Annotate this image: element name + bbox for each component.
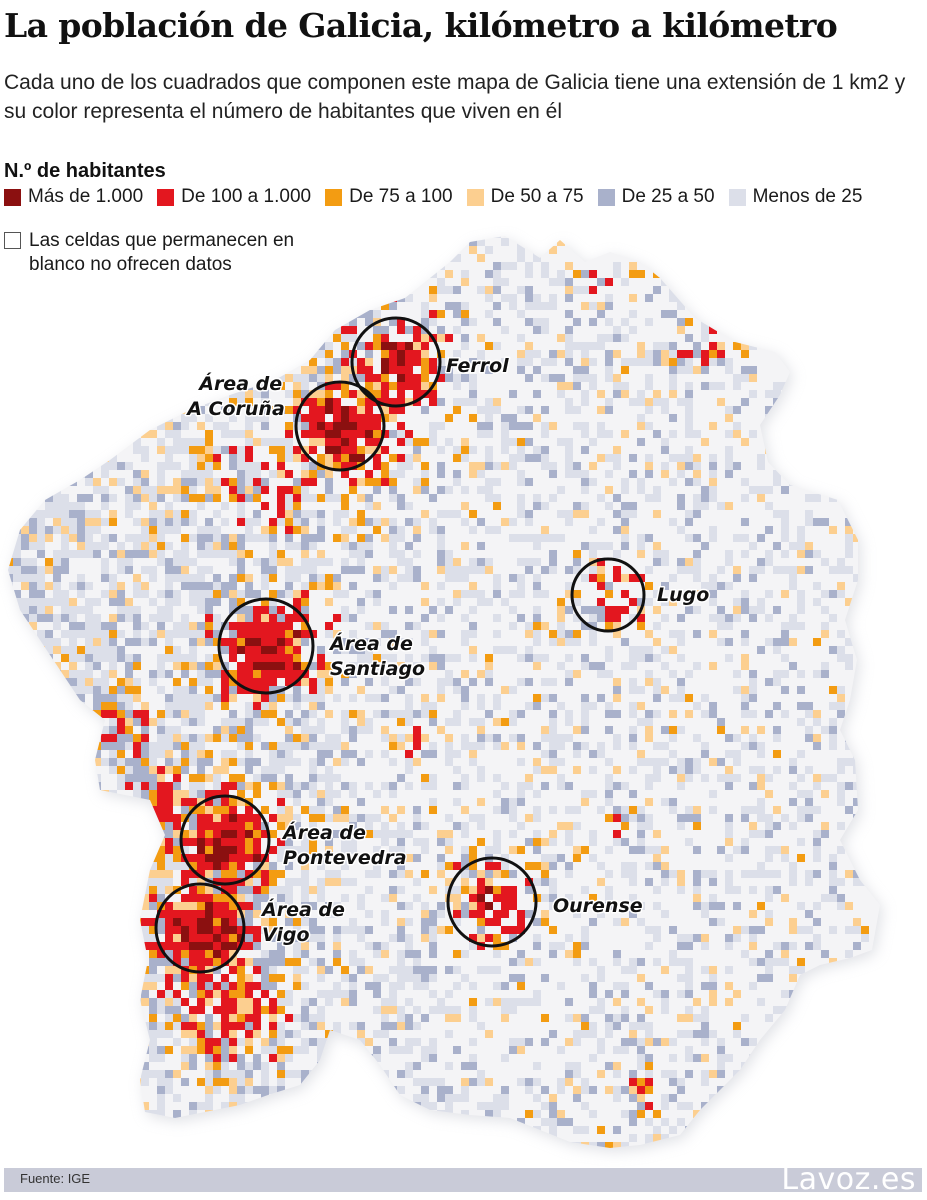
legend-title: N.º de habitantes [4, 160, 166, 182]
page-title: La población de Galicia, kilómetro a kil… [4, 6, 838, 45]
city-markers: Ferrol Área de A Coruña Lugo Área de San… [154, 316, 711, 974]
legend-swatch [597, 188, 615, 206]
legend-label: Más de 1.000 [28, 186, 144, 207]
legend-item-25-50: De 25 a 50 [597, 186, 715, 208]
city-label-pontevedra: Área de Pontevedra [281, 821, 407, 869]
legend-item-100-1000: De 100 a 1.000 [157, 186, 311, 208]
legend-swatch [728, 188, 746, 206]
legend-item-75-100: De 75 a 100 [325, 186, 453, 208]
city-label-ferrol: Ferrol [446, 355, 509, 377]
city-label-coruna-line1: Área de [197, 372, 282, 395]
page-subtitle: Cada uno de los cuadrados que componen e… [4, 71, 906, 123]
legend-item-more-1000: Más de 1.000 [4, 186, 143, 208]
footer-bar: Fuente: IGE Lavoz.es [4, 1162, 922, 1197]
city-label-vigo-line2: Vigo [262, 924, 310, 946]
legend-swatch [325, 188, 343, 206]
circle-lugo [570, 557, 646, 633]
legend-label: De 75 a 100 [349, 186, 453, 207]
legend-label: De 50 a 75 [490, 186, 584, 207]
source-note: Fuente: IGE [20, 1171, 91, 1186]
circle-vigo [154, 882, 246, 974]
brand-logo: Lavoz.es [781, 1162, 916, 1197]
circle-coruna [294, 380, 386, 472]
city-label-santiago-line2: Santiago [330, 658, 425, 680]
city-label-coruna-line2: A Coruña [185, 398, 285, 420]
legend-item-less-25: Menos de 25 [728, 186, 863, 208]
legend-no-data-label: Las celdas que permanecen en blanco no o… [29, 230, 295, 275]
legend-label: Menos de 25 [752, 186, 863, 207]
legend-label: De 25 a 50 [621, 186, 715, 207]
circle-ferrol [350, 316, 442, 408]
city-label-vigo: Área de Vigo [260, 898, 352, 946]
legend-swatch [4, 188, 21, 206]
circle-ourense [446, 856, 538, 948]
city-label-vigo-line1: Área de [260, 898, 345, 921]
circle-santiago [217, 597, 315, 695]
legend-item-50-75: De 50 a 75 [466, 186, 584, 208]
legend-swatch [466, 188, 484, 206]
city-label-santiago-line1: Área de [328, 632, 413, 655]
legend-swatch-empty [4, 232, 21, 249]
city-label-santiago: Área de Santiago [328, 632, 425, 680]
legend: Más de 1.000 De 100 a 1.000 De 75 a 100 … [4, 186, 862, 208]
city-label-coruna: Área de A Coruña [185, 372, 289, 420]
city-label-pontevedra-line1: Área de [281, 821, 366, 844]
city-label-pontevedra-line2: Pontevedra [283, 847, 407, 869]
circle-pontevedra [179, 794, 271, 886]
legend-no-data: Las celdas que permanecen en blanco no o… [4, 229, 309, 277]
legend-label: De 100 a 1.000 [181, 186, 312, 207]
legend-swatch [157, 188, 175, 206]
city-label-ourense: Ourense [553, 895, 643, 917]
city-label-lugo: Lugo [657, 584, 709, 606]
